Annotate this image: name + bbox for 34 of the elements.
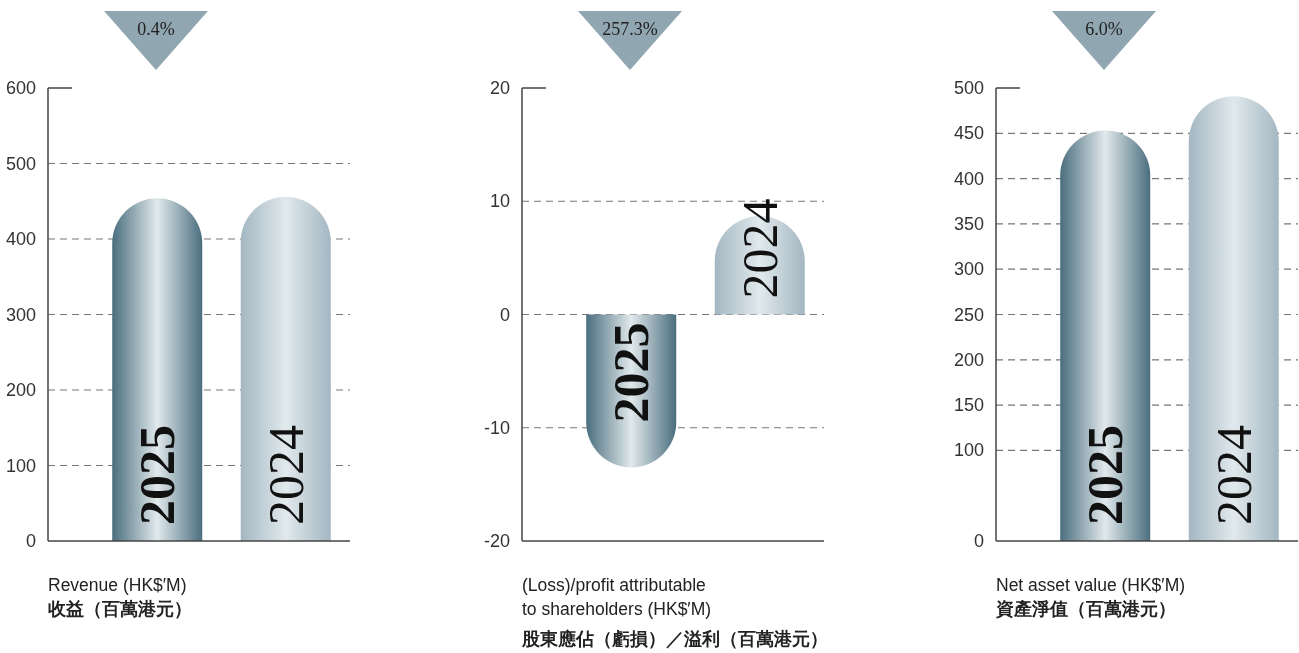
text: 6.0% (1085, 19, 1123, 39)
y-tick-label: 20 (489, 78, 510, 98)
y-tick-label: 500 (953, 78, 984, 98)
x-tick-label: 2025 (129, 425, 186, 525)
y-tick-label: 0 (973, 531, 984, 551)
x-axis-title: Net asset value (HK$′M) 資產淨值（百萬港元） (995, 575, 1186, 619)
x-axis-title: Revenue (HK$′M) 收益（百萬港元） (48, 575, 192, 619)
y-tick-label: 600 (5, 78, 36, 98)
y-tick-label: -20 (483, 531, 510, 551)
y-tick-label: 100 (953, 440, 984, 461)
y-tick-label: 300 (5, 304, 36, 325)
y-tick-label: 250 (953, 304, 984, 325)
y-tick-label: 100 (5, 455, 36, 476)
y-tick-label: 150 (953, 395, 984, 416)
y-tick-label: 500 (5, 153, 36, 174)
x-axis-title: (Loss)/profit attributable to shareholders (HK$′M) 股東應佔（虧損）／溢利（百萬港元） (521, 575, 828, 649)
y-tick-label: 350 (953, 213, 984, 234)
y-tick-label: 10 (489, 191, 510, 212)
x-tick-label: 2025 (1077, 425, 1134, 525)
y-tick-label: 450 (953, 123, 984, 144)
y-tick-label: 400 (953, 168, 984, 189)
y-tick-label: 200 (953, 349, 984, 370)
y-tick-label: -10 (483, 417, 510, 438)
x-tick-label: 2024 (257, 425, 314, 525)
y-tick-label: 300 (953, 259, 984, 280)
x-tick-label: 2025 (603, 322, 660, 423)
x-tick-label: 2024 (731, 198, 788, 299)
y-tick-label: 0 (25, 531, 36, 551)
text: 0.4% (137, 19, 175, 39)
text: 257.3% (602, 19, 658, 39)
x-tick-label: 2024 (1205, 425, 1262, 525)
y-tick-label: 0 (499, 304, 510, 325)
y-tick-label: 200 (5, 380, 36, 400)
y-tick-label: 400 (5, 229, 36, 249)
